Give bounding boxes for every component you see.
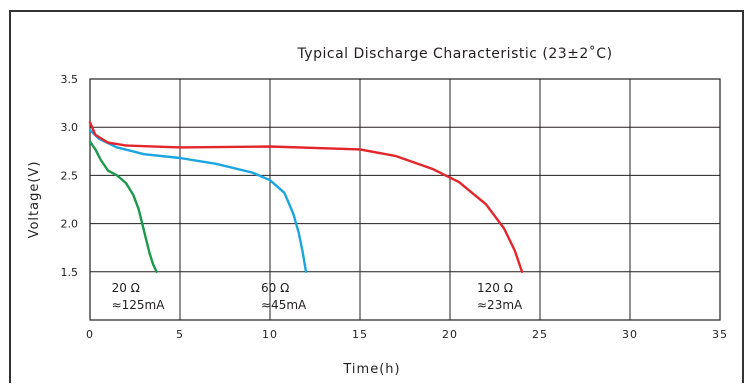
chart-frame bbox=[9, 10, 744, 383]
y-tick-label: 3.0 bbox=[61, 121, 79, 134]
series-label-1: ≈125mA bbox=[112, 298, 166, 312]
y-tick-label: 1.5 bbox=[61, 266, 79, 279]
x-tick-label: 10 bbox=[262, 328, 278, 341]
x-tick-label: 35 bbox=[712, 328, 728, 341]
y-axis-label: Voltage(V) bbox=[27, 161, 42, 239]
x-tick-label: 30 bbox=[622, 328, 638, 341]
x-tick-label: 15 bbox=[352, 328, 368, 341]
series-line-3 bbox=[88, 121, 524, 273]
y-tick-label: 3.5 bbox=[61, 73, 79, 86]
y-tick-label: 2.0 bbox=[61, 218, 79, 231]
x-tick-label: 20 bbox=[442, 328, 458, 341]
series-line-1 bbox=[88, 140, 158, 273]
series-line-2 bbox=[88, 128, 308, 273]
series-label-3: ≈23mA bbox=[477, 298, 523, 312]
series-label-2: 60 Ω bbox=[261, 281, 289, 295]
chart-title: Typical Discharge Characteristic (23±2˚C… bbox=[296, 45, 612, 62]
x-tick-label: 0 bbox=[86, 328, 94, 341]
y-tick-label: 2.5 bbox=[61, 169, 79, 182]
x-tick-label: 25 bbox=[532, 328, 548, 341]
series-label-1: 20 Ω bbox=[112, 281, 140, 295]
plot-area-border bbox=[89, 78, 721, 321]
series-label-2: ≈45mA bbox=[261, 298, 307, 312]
x-axis-label: Time(h) bbox=[342, 362, 400, 377]
series-label-3: 120 Ω bbox=[477, 281, 513, 295]
x-tick-label: 5 bbox=[176, 328, 184, 341]
